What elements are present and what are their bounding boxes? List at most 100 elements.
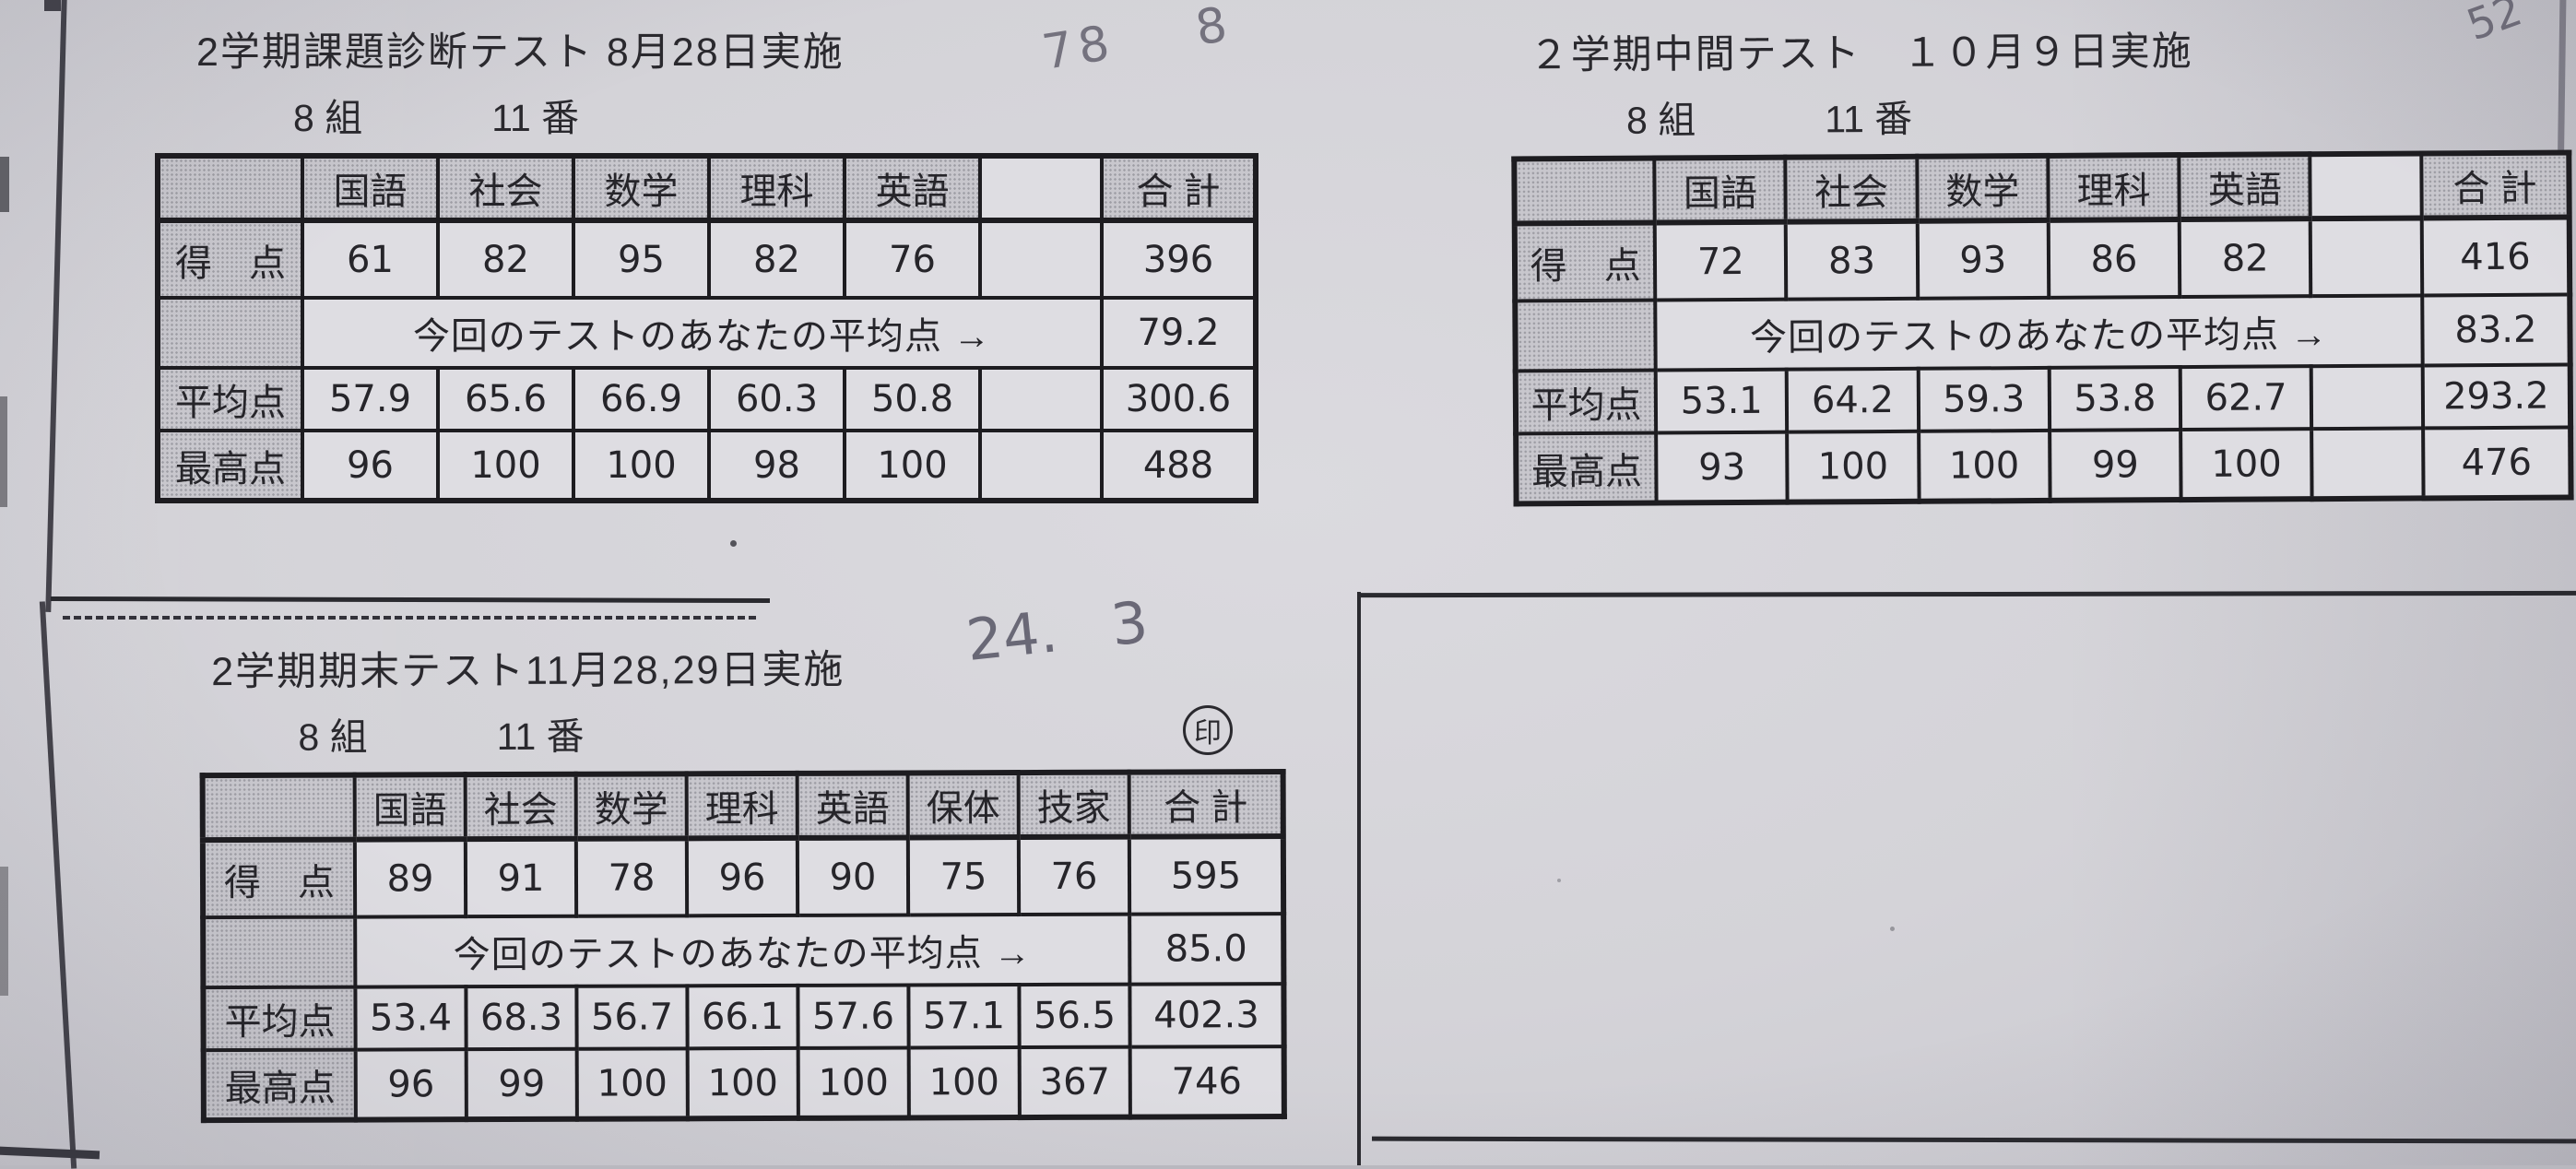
max-row: 最高点 96 99 100 100 100 100 367 746 [203, 1046, 1284, 1121]
score-cell: 82 [2179, 218, 2311, 298]
blank-header [2310, 153, 2422, 219]
average-row: 平均点 53.4 68.3 56.7 66.1 57.6 57.1 56.5 402.3 [203, 984, 1284, 1051]
subject-header: 保体 [907, 773, 1019, 838]
score-cell: 78 [575, 838, 688, 916]
class-label: 8 組 [293, 97, 363, 139]
max-row-label: 最高点 [1516, 432, 1657, 504]
average-total-cell: 293.2 [2422, 364, 2571, 429]
subject-header: 社会 [1785, 156, 1918, 222]
average-cell: 57.9 [301, 366, 440, 432]
max-cell: 99 [466, 1048, 577, 1120]
class-label: 8 組 [1625, 99, 1696, 142]
average-row-label: 平均点 [156, 366, 304, 432]
average-cell: 68.3 [466, 986, 577, 1050]
paper-edge-top-corner [44, 0, 61, 11]
subject-header: 英語 [2179, 154, 2311, 220]
max-cell: 100 [687, 1047, 798, 1119]
average-cell: 66.1 [687, 985, 798, 1049]
subject-header: 英語 [843, 154, 982, 223]
test-title: ２学期中間テスト １０月９日実施 [1529, 29, 2193, 78]
average-row-label: 平均点 [1515, 370, 1657, 434]
seat-label: 11 番 [496, 714, 585, 759]
section-kimatsu-test: 2学期期末テスト11月28,29日実施 8 組 11 番 国語 社会 数学 理科 英語保… [195, 636, 1349, 1124]
your-average-note: 今回のテストのあなたの平均点 → [301, 296, 1104, 370]
subject-header: 国語 [301, 154, 440, 223]
average-cell: 53.8 [2049, 367, 2181, 431]
average-cell: 56.7 [576, 986, 688, 1049]
your-average-note: 今回のテストのあなたの平均点 → [355, 914, 1130, 987]
divider-line-left [50, 596, 771, 604]
subject-header: 理科 [686, 773, 798, 839]
subject-header: 数学 [572, 154, 711, 223]
max-row-label: 最高点 [156, 429, 304, 502]
divider-line-left-dashed [63, 616, 756, 620]
max-row: 最高点 93 100 100 99 100 476 [1516, 427, 2571, 504]
max-total-cell: 476 [2423, 427, 2571, 499]
max-cell: 100 [908, 1047, 1020, 1118]
subject-header: 理科 [707, 154, 846, 223]
max-cell: 93 [1656, 431, 1789, 503]
max-cell: 100 [798, 1047, 909, 1118]
class-seat-row: 8 組 11 番 [1626, 87, 2571, 142]
paper-edge-left-bottom [39, 601, 77, 1169]
corner-cell [1514, 158, 1655, 224]
max-cell: 100 [436, 429, 575, 502]
score-cell: 76 [1018, 836, 1130, 915]
score-row-label: 得 点 [156, 218, 304, 300]
max-cell [2311, 428, 2424, 500]
subject-header: 英語 [797, 773, 908, 838]
score-cell: 91 [465, 838, 577, 917]
average-total-cell: 402.3 [1129, 984, 1284, 1047]
your-average-value: 83.2 [2422, 294, 2570, 366]
subject-header: 社会 [436, 154, 575, 223]
your-average-row-label [203, 916, 356, 988]
score-cell: 82 [436, 218, 575, 300]
max-cell: 99 [2049, 430, 2181, 501]
paper-edge-smudge-1 [0, 157, 9, 212]
your-average-row-label [1515, 300, 1656, 372]
average-cell: 57.6 [798, 985, 909, 1048]
paper-edge-left-top [45, 0, 67, 612]
average-cell: 60.3 [707, 366, 846, 432]
divider-line-right [1360, 590, 2576, 598]
score-row-label: 得 点 [202, 839, 356, 918]
max-cell: 98 [707, 429, 846, 502]
max-cell: 100 [843, 429, 982, 502]
max-cell: 100 [1787, 431, 1920, 502]
score-cell: 86 [2048, 219, 2180, 298]
max-row: 最高点 96 100 100 98 100 488 [156, 429, 1258, 502]
subject-header: 理科 [2048, 155, 2180, 220]
average-cell: 53.4 [355, 986, 467, 1050]
average-cell: 56.5 [1019, 984, 1130, 1048]
average-row-label: 平均点 [203, 986, 356, 1051]
max-cell: 96 [355, 1049, 467, 1120]
total-header: 合 計 [1128, 772, 1283, 837]
your-average-row: 今回のテストのあなたの平均点 → 79.2 [156, 296, 1258, 370]
average-cell [978, 366, 1104, 432]
score-row: 得 点 61 82 95 82 76 396 [156, 218, 1258, 300]
subject-header: 社会 [465, 773, 576, 840]
score-total-cell: 416 [2421, 217, 2570, 296]
score-row-label: 得 点 [1514, 222, 1656, 301]
score-cell: 93 [1917, 219, 2050, 299]
score-cell: 82 [707, 218, 846, 300]
max-row-label: 最高点 [203, 1049, 356, 1121]
score-cell: 89 [354, 839, 467, 917]
your-average-value: 85.0 [1129, 914, 1284, 985]
dust-speck [730, 540, 737, 547]
max-cell: 367 [1019, 1046, 1130, 1118]
max-cell: 96 [301, 429, 440, 502]
average-cell: 62.7 [2180, 366, 2312, 431]
average-cell: 59.3 [1918, 367, 2050, 431]
score-total-cell: 595 [1128, 836, 1284, 915]
your-average-row: 今回のテストのあなたの平均点 → 85.0 [203, 914, 1284, 988]
section-kadai-shindan-test: 2学期課題診断テスト 8月28日実施 8 組 11 番 国語 社会 数学 理科 英語 合 … [155, 20, 1307, 503]
test-title: 2学期課題診断テスト 8月28日実施 [196, 30, 845, 75]
score-table: 国語 社会 数学 理科 英語合 計得 点 72 83 93 86 82 416 今回のテストのあなたの… [1511, 149, 2574, 507]
dust-speck [1890, 927, 1895, 931]
score-cell: 76 [843, 218, 982, 300]
dust-speck [1557, 879, 1561, 882]
max-cell: 100 [572, 429, 711, 502]
table-header-row: 国語 社会 数学 理科 英語 合 計 [156, 154, 1258, 223]
section-chukan-test: ２学期中間テスト １０月９日実施 8 組 11 番 国語 社会 数学 理科 英語 合 計得… [1501, 17, 2574, 507]
